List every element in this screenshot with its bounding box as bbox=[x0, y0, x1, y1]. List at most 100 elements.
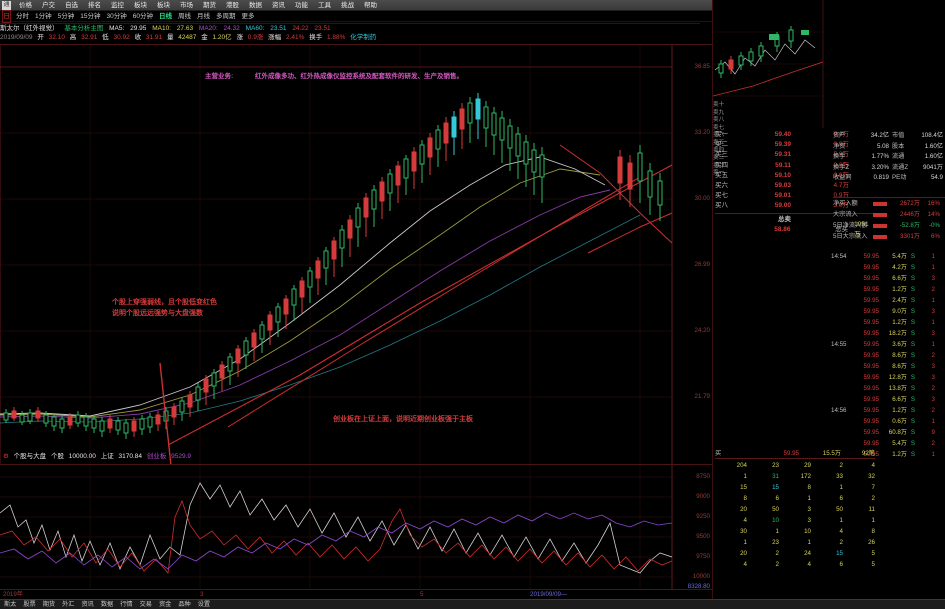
sell-level-label: 卖二 bbox=[713, 162, 725, 169]
tick-row[interactable]: 59.95 13.8万 S 2 bbox=[831, 383, 945, 394]
menu-item-15[interactable]: 帮助 bbox=[364, 1, 377, 9]
menu-item-4[interactable]: 监控 bbox=[111, 1, 124, 9]
menu-item-8[interactable]: 期货 bbox=[203, 1, 216, 9]
period-button-4[interactable]: 30分钟 bbox=[106, 12, 127, 20]
menu-item-7[interactable]: 市场 bbox=[180, 1, 193, 9]
queue-header-vol: 15.5万 bbox=[822, 450, 841, 457]
menu-item-12[interactable]: 功能 bbox=[295, 1, 308, 9]
tick-time: 14:55 bbox=[831, 341, 847, 348]
industry-tag[interactable]: 化学制药 bbox=[350, 34, 377, 41]
queue-cell: 15 bbox=[772, 484, 779, 491]
order-book-volume: 4.7万 bbox=[833, 181, 849, 189]
tick-side: S bbox=[910, 253, 916, 260]
menu-item-11[interactable]: 资讯 bbox=[272, 1, 285, 9]
status-item-1[interactable]: 股票 bbox=[23, 601, 36, 608]
order-book-row[interactable]: 买五 59.10 0.6万 bbox=[715, 171, 875, 181]
tick-price: 59.95 bbox=[863, 319, 879, 326]
status-item-6[interactable]: 行情 bbox=[120, 601, 133, 608]
status-item-5[interactable]: 数据 bbox=[100, 601, 114, 608]
annotation-0: 个股上穿强弱线，且个股低变红色 bbox=[112, 299, 217, 306]
status-item-0[interactable]: 斯太 bbox=[4, 601, 17, 608]
tick-row[interactable]: 59.95 18.2万 S 3 bbox=[831, 328, 945, 339]
status-item-2[interactable]: 期货 bbox=[42, 601, 56, 608]
basic-analysis-tab[interactable]: 基本分析主图 bbox=[64, 25, 104, 32]
menu-item-1[interactable]: 户交 bbox=[42, 1, 55, 9]
money-flow-bar bbox=[873, 223, 887, 228]
status-item-9[interactable]: 品种 bbox=[178, 601, 191, 608]
queue-row: 4 2 4 6 5 bbox=[715, 559, 875, 570]
tick-row[interactable]: 59.95 1.2万 S 1 bbox=[831, 317, 945, 328]
period-button-2[interactable]: 5分钟 bbox=[57, 12, 75, 20]
tick-row[interactable]: 59.95 12.8万 S 3 bbox=[831, 372, 945, 383]
period-button-1[interactable]: 1分钟 bbox=[35, 12, 52, 20]
comparison-indicator-chart[interactable]: 8750 9000 9250 9500 9750 10000 8328.80 bbox=[0, 464, 712, 590]
tick-row[interactable]: 59.95 60.8万 S 9 bbox=[831, 427, 945, 438]
money-flow-percent: -0% bbox=[928, 222, 940, 229]
subchart-settings-icon[interactable]: ⚙ bbox=[3, 453, 9, 460]
menu-item-10[interactable]: 数据 bbox=[249, 1, 262, 9]
status-item-7[interactable]: 交易 bbox=[139, 601, 152, 608]
order-book-row[interactable]: 买七 59.01 0.9万 bbox=[715, 191, 875, 201]
status-item-4[interactable]: 资讯 bbox=[81, 601, 94, 608]
menu-item-3[interactable]: 排名 bbox=[88, 1, 101, 9]
tick-row[interactable]: 59.95 8.6万 S 2 bbox=[831, 350, 945, 361]
tick-row[interactable]: 59.95 9.0万 S 3 bbox=[831, 306, 945, 317]
queue-cell: 1 bbox=[839, 484, 843, 491]
menu-item-2[interactable]: 自选 bbox=[65, 1, 78, 9]
tick-side: S bbox=[910, 275, 916, 282]
tick-side: S bbox=[910, 429, 916, 436]
menu-item-5[interactable]: 板块 bbox=[134, 1, 147, 9]
tick-time bbox=[831, 262, 853, 273]
order-book-row[interactable]: 买八 59.00 3.0万 bbox=[715, 201, 875, 211]
money-flow-bar bbox=[873, 201, 887, 206]
period-button-3[interactable]: 15分钟 bbox=[80, 12, 101, 20]
period-button-10[interactable]: 更多 bbox=[241, 12, 255, 20]
status-item-3[interactable]: 外汇 bbox=[62, 601, 75, 608]
order-book-level-label: 买五 bbox=[715, 171, 728, 179]
sell-level-label: 卖八 bbox=[713, 117, 725, 124]
menu-item-6[interactable]: 板块 bbox=[157, 1, 170, 9]
tick-volume: 0.6万 bbox=[892, 418, 907, 425]
period-button-6[interactable]: 日线 bbox=[158, 12, 172, 20]
tick-row[interactable]: 59.95 6.6万 S 3 bbox=[831, 394, 945, 405]
tick-row[interactable]: 59.95 4.2万 S 1 bbox=[831, 262, 945, 273]
tick-time bbox=[831, 328, 853, 339]
queue-cell: 11 bbox=[868, 506, 875, 513]
order-book-row[interactable]: 买六 59.03 4.7万 bbox=[715, 181, 875, 191]
order-book-row[interactable]: 买一 59.40 0.6万 bbox=[715, 130, 875, 140]
tick-price: 59.95 bbox=[863, 440, 879, 447]
tick-row[interactable]: 59.95 8.6万 S 3 bbox=[831, 361, 945, 372]
tick-row[interactable]: 59.95 6.6万 S 3 bbox=[831, 273, 945, 284]
period-button-0[interactable]: 分时 bbox=[16, 12, 29, 20]
tick-row[interactable]: 59.95 5.4万 S 2 bbox=[831, 438, 945, 449]
menu-item-0[interactable]: 价格 bbox=[19, 1, 32, 9]
tick-row[interactable]: 59.95 0.6万 S 1 bbox=[831, 416, 945, 427]
mini-intraday-chart[interactable] bbox=[713, 0, 945, 128]
tick-row[interactable]: 14:56 59.95 1.2万 S 2 bbox=[831, 405, 945, 416]
money-flow-value: 3301万 bbox=[900, 233, 920, 240]
order-book-row[interactable]: 买四 59.11 0.6万 bbox=[715, 161, 875, 171]
tick-row[interactable]: 14:54 59.95 5.4万 S 1 bbox=[831, 251, 945, 262]
order-book-row[interactable]: 买三 59.31 5.9万 bbox=[715, 150, 875, 160]
tick-row[interactable]: 59.95 1.2万 S 2 bbox=[831, 284, 945, 295]
tick-row[interactable]: 14:55 59.95 3.6万 S 1 bbox=[831, 339, 945, 350]
fundamental-key2: PE动 bbox=[892, 174, 907, 181]
menu-item-9[interactable]: 港股 bbox=[226, 1, 239, 9]
menu-item-13[interactable]: 工具 bbox=[318, 1, 331, 9]
tick-row[interactable]: 59.95 1.2万 S 1 bbox=[831, 449, 945, 460]
tick-row[interactable]: 59.95 2.4万 S 1 bbox=[831, 295, 945, 306]
period-button-5[interactable]: 60分钟 bbox=[132, 12, 153, 20]
period-button-8[interactable]: 月线 bbox=[196, 12, 210, 20]
status-item-10[interactable]: 设置 bbox=[197, 601, 211, 608]
change-label: 涨 bbox=[236, 34, 243, 41]
ma20-label: MA20: bbox=[198, 25, 218, 32]
period-button-9[interactable]: 多周期 bbox=[215, 12, 236, 20]
tick-trade-list[interactable]: 14:54 59.95 5.4万 S 1 59.95 4.2万 S 1 59.95 6.6万 S 3 59… bbox=[831, 251, 945, 460]
period-indicator-badge[interactable]: 日 bbox=[2, 9, 11, 23]
status-item-8[interactable]: 资金 bbox=[159, 601, 172, 608]
order-book-row[interactable]: 买二 59.39 0.9万 bbox=[715, 140, 875, 150]
menu-item-14[interactable]: 挑战 bbox=[341, 1, 354, 9]
queue-cell: 1 bbox=[839, 517, 843, 524]
period-button-7[interactable]: 周线 bbox=[177, 12, 191, 20]
